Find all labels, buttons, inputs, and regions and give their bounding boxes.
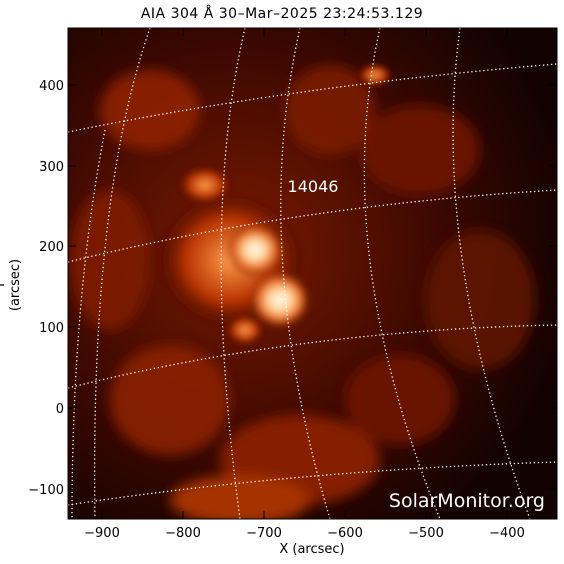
y-axis-label: Y (arcsec): [0, 258, 23, 312]
axis-ticks: [68, 28, 557, 519]
y-tick-label: 300: [39, 160, 64, 175]
x-tick-label: −500: [408, 526, 444, 541]
y-tick-label: 200: [39, 240, 64, 255]
y-tick-label: −100: [28, 483, 64, 498]
y-tick-label: 400: [39, 79, 64, 94]
plot-frame: [67, 27, 558, 520]
image-title: AIA 304 Å 30–Mar–2025 23:24:53.129: [140, 6, 424, 22]
x-tick-label: −800: [165, 526, 201, 541]
x-tick-label: −600: [327, 526, 363, 541]
region-label: 14046: [288, 177, 339, 196]
x-tick-label: −400: [489, 526, 525, 541]
y-tick-label: 0: [56, 402, 64, 417]
x-tick-label: −700: [246, 526, 282, 541]
y-tick-label: 100: [39, 321, 64, 336]
x-tick-label: −900: [84, 526, 120, 541]
solar-disk-image: [68, 28, 557, 519]
x-axis-label: X (arcsec): [279, 542, 345, 557]
heliographic-grid: [68, 28, 557, 519]
watermark: SolarMonitor.org: [389, 490, 545, 512]
